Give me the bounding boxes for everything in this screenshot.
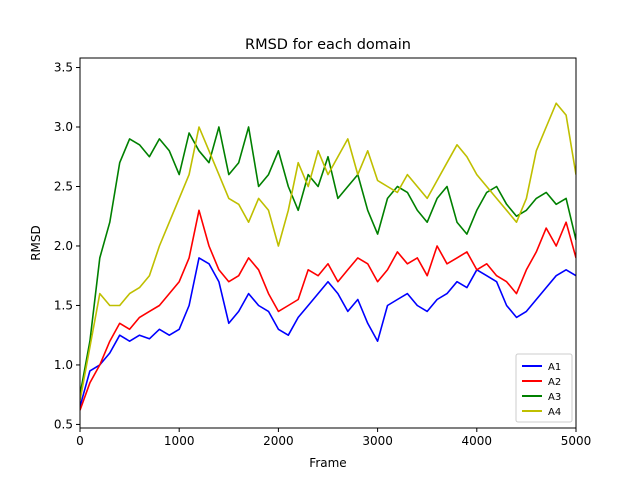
x-tick-label: 5000 [561, 434, 592, 448]
legend-label-a4: A4 [548, 407, 561, 418]
y-tick-label: 1.0 [54, 358, 73, 372]
legend-box [515, 353, 573, 423]
plot-frame [79, 57, 577, 429]
legend-label-a3: A3 [548, 392, 561, 403]
y-tick-label: 2.5 [54, 179, 73, 193]
series-line-a2 [80, 209, 576, 411]
series-lines [80, 102, 576, 411]
legend: A1 A2 A3 A4 [515, 353, 573, 423]
y-tick-label: 2.0 [54, 239, 73, 253]
y-tick-label: 0.5 [54, 417, 73, 431]
series-line-a4 [80, 102, 576, 401]
y-axis-label: RMSD [29, 225, 43, 261]
chart-title: RMSD for each domain [245, 37, 411, 53]
y-tick-label: 1.5 [54, 298, 73, 312]
x-tick-label: 1000 [164, 434, 195, 448]
legend-label-a2: A2 [548, 377, 561, 388]
x-tick-label: 0 [76, 434, 84, 448]
legend-label-a1: A1 [548, 362, 561, 373]
series-line-a1 [80, 257, 576, 407]
series-line-a3 [80, 126, 576, 395]
axes: 0 1000 2000 3000 4000 5000 0.5 1.0 1.5 2.0 2.5 3.0 3… [54, 61, 591, 448]
x-tick-label: 4000 [462, 434, 493, 448]
y-tick-label: 3.0 [54, 120, 73, 134]
x-tick-label: 2000 [263, 434, 294, 448]
x-axis-label: Frame [309, 456, 346, 470]
y-tick-label: 3.5 [54, 61, 73, 75]
x-tick-label: 3000 [362, 434, 393, 448]
